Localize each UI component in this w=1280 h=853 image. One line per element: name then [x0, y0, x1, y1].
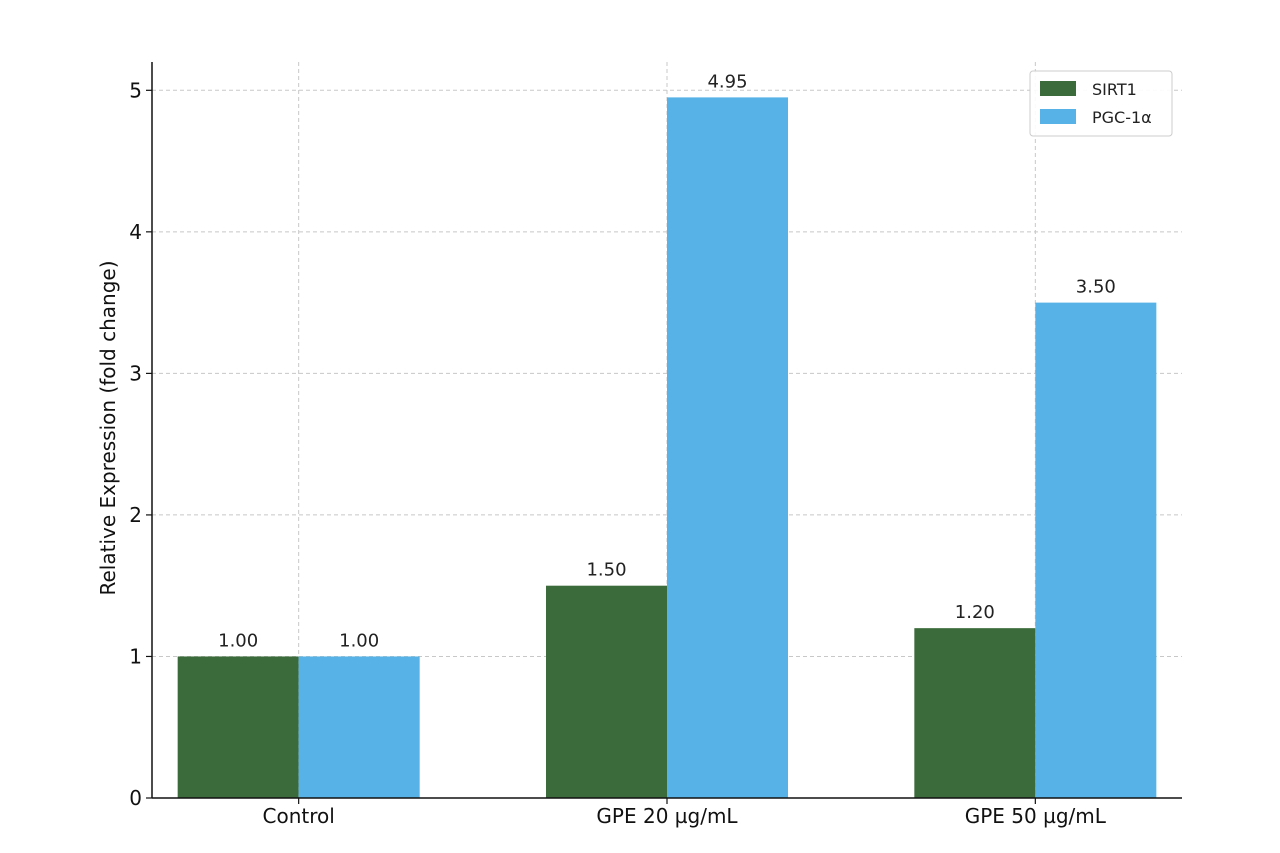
legend-label: SIRT1	[1092, 80, 1137, 99]
y-tick-labels: 0 1 2 3 4 5	[129, 78, 152, 810]
bar-value-label: 1.00	[218, 630, 258, 651]
y-tick-label: 2	[129, 503, 142, 527]
y-tick-label: 4	[129, 220, 142, 244]
legend-swatch	[1040, 109, 1076, 124]
bars	[177, 97, 1157, 798]
bar-value-label: 4.95	[707, 71, 747, 92]
bar-sirt1	[914, 628, 1036, 798]
y-tick-label: 1	[129, 644, 142, 668]
x-tick-label: GPE 20 µg/mL	[596, 804, 738, 828]
bar-pgc-1-	[667, 97, 788, 798]
bar-value-label: 1.20	[955, 602, 995, 623]
legend-label: PGC-1α	[1092, 108, 1152, 127]
legend-swatch	[1040, 81, 1076, 96]
bar-value-label: 3.50	[1076, 277, 1116, 298]
bar-sirt1	[177, 656, 299, 798]
y-tick-label: 3	[129, 361, 142, 385]
y-tick-label: 0	[129, 786, 142, 810]
bar-value-label: 1.00	[339, 630, 379, 651]
x-tick-labels: Control GPE 20 µg/mL GPE 50 µg/mL	[263, 798, 1107, 828]
bar-value-labels: 1.00 1.00 1.50 4.95 1.20 3.50	[218, 71, 1116, 651]
x-tick-label: Control	[263, 804, 335, 828]
y-axis-label: Relative Expression (fold change)	[96, 260, 120, 595]
x-tick-label: GPE 50 µg/mL	[965, 804, 1107, 828]
bar-pgc-1-	[1035, 302, 1157, 798]
bar-value-label: 1.50	[586, 560, 626, 581]
y-tick-label: 5	[129, 78, 142, 102]
bar-sirt1	[546, 585, 667, 798]
bar-pgc-1-	[298, 656, 420, 798]
legend: SIRT1 PGC-1α	[1029, 70, 1173, 137]
